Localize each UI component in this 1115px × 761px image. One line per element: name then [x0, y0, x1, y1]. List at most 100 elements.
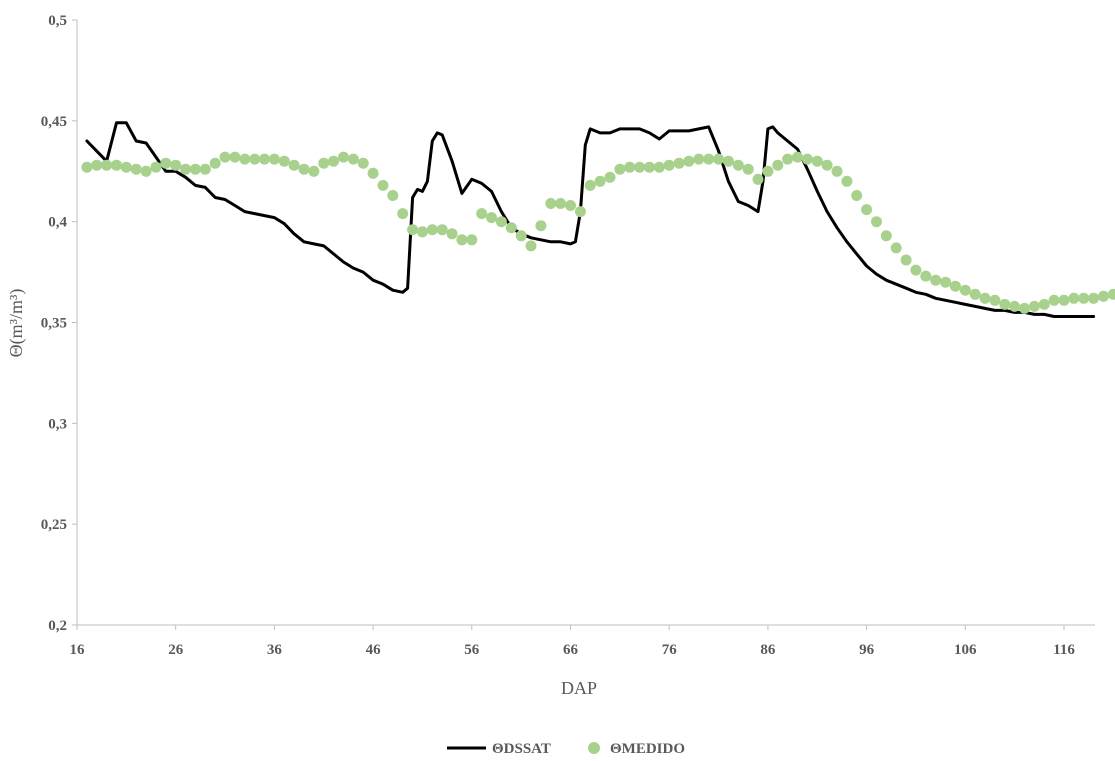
- data-point-medido: [387, 190, 399, 201]
- data-point-medido: [505, 222, 517, 234]
- data-point-medido: [574, 206, 586, 218]
- data-point-medido: [584, 179, 596, 191]
- data-point-medido: [752, 173, 764, 185]
- data-point-medido: [367, 167, 379, 179]
- data-point-medido: [900, 254, 912, 266]
- data-point-medido: [713, 153, 725, 165]
- data-point-medido: [525, 240, 537, 252]
- data-point-medido: [663, 159, 675, 171]
- data-point-medido: [880, 230, 892, 242]
- data-point-medido: [811, 155, 823, 167]
- legend-dssat-label: ΘDSSAT: [492, 741, 551, 757]
- data-point-medido: [930, 274, 942, 286]
- data-point-medido: [693, 153, 705, 165]
- data-point-medido: [969, 288, 981, 300]
- data-point-medido: [436, 224, 448, 236]
- data-point-medido: [426, 224, 438, 236]
- data-point-medido: [101, 159, 113, 171]
- data-point-medido: [949, 280, 961, 292]
- x-tick-label: 76: [662, 642, 678, 658]
- data-point-medido: [466, 234, 478, 246]
- x-tick-label: 116: [1053, 642, 1075, 658]
- data-point-medido: [703, 153, 715, 165]
- data-point-medido: [841, 175, 853, 187]
- data-point-medido: [683, 155, 695, 167]
- data-point-medido: [160, 157, 172, 169]
- data-point-medido: [1048, 294, 1060, 306]
- data-point-medido: [209, 157, 221, 169]
- data-point-medido: [1019, 302, 1030, 314]
- data-point-medido: [239, 153, 251, 165]
- data-point-medido: [397, 208, 409, 220]
- data-point-medido: [446, 228, 458, 240]
- legend: ΘDSSAT ΘMEDIDO: [447, 741, 685, 757]
- series-line-dssat: [85, 121, 1096, 318]
- data-point-medido: [762, 165, 774, 177]
- x-tick-label: 106: [954, 642, 977, 658]
- data-point-medido: [347, 153, 359, 165]
- data-point-medido: [318, 157, 330, 169]
- data-point-medido: [940, 276, 952, 288]
- y-axis-title: Θ(m³/m³): [6, 289, 27, 358]
- data-point-medido: [130, 163, 142, 175]
- data-point-medido: [111, 159, 122, 171]
- data-point-medido: [407, 224, 419, 236]
- data-point-medido: [328, 155, 340, 167]
- data-point-medido: [81, 161, 93, 173]
- data-point-medido: [515, 230, 527, 242]
- data-point-medido: [851, 190, 863, 201]
- data-point-medido: [249, 153, 261, 165]
- data-point-medido: [338, 151, 349, 163]
- data-point-medido: [673, 157, 685, 169]
- data-point-medido: [308, 165, 320, 177]
- data-point-medido: [890, 242, 902, 254]
- data-point-medido: [278, 155, 290, 167]
- data-point-medido: [357, 157, 369, 169]
- data-point-medido: [614, 163, 626, 175]
- data-point-medido: [624, 161, 636, 173]
- data-point-medido: [545, 198, 557, 209]
- data-point-medido: [801, 153, 813, 165]
- data-point-medido: [831, 165, 843, 177]
- data-point-medido: [722, 155, 734, 167]
- data-point-medido: [634, 161, 646, 173]
- data-point-medido: [229, 151, 241, 163]
- data-point-medido: [644, 161, 655, 173]
- data-point-medido: [565, 200, 576, 211]
- data-point-medido: [979, 292, 991, 304]
- data-point-medido: [476, 208, 488, 220]
- data-point-medido: [861, 204, 873, 216]
- data-point-medido: [920, 270, 932, 282]
- data-point-medido: [91, 159, 103, 171]
- data-point-medido: [871, 216, 882, 228]
- data-point-medido: [742, 163, 754, 175]
- data-point-medido: [288, 159, 300, 171]
- x-tick-label: 96: [859, 642, 875, 658]
- x-tick-label: 46: [366, 642, 382, 658]
- data-point-medido: [1038, 298, 1050, 310]
- y-tick-label: 0,25: [41, 517, 67, 533]
- y-tick-label: 0,4: [48, 215, 67, 231]
- x-tick-label: 36: [267, 642, 283, 658]
- data-point-medido: [1098, 290, 1109, 302]
- data-point-medido: [792, 151, 803, 163]
- data-point-medido: [298, 163, 310, 175]
- data-point-medido: [456, 234, 468, 246]
- data-point-medido: [189, 163, 201, 175]
- x-tick-label: 56: [464, 642, 480, 658]
- data-point-medido: [150, 161, 162, 173]
- data-point-medido: [732, 159, 744, 171]
- data-point-medido: [180, 163, 192, 175]
- legend-medido-swatch: [588, 742, 600, 754]
- data-point-medido: [486, 212, 497, 224]
- data-point-medido: [1078, 292, 1090, 304]
- data-point-medido: [782, 153, 794, 165]
- data-point-medido: [259, 153, 270, 165]
- data-point-medido: [604, 171, 616, 183]
- plot-area: 0,2 0,25 0,3 0,35 0,4 0,45 0,5 16 26 36 46 56 66 76 86…: [41, 13, 1115, 658]
- data-point-medido: [199, 163, 211, 175]
- data-point-medido: [170, 159, 182, 171]
- data-point-medido: [416, 226, 428, 238]
- legend-medido-label: ΘMEDIDO: [610, 741, 685, 757]
